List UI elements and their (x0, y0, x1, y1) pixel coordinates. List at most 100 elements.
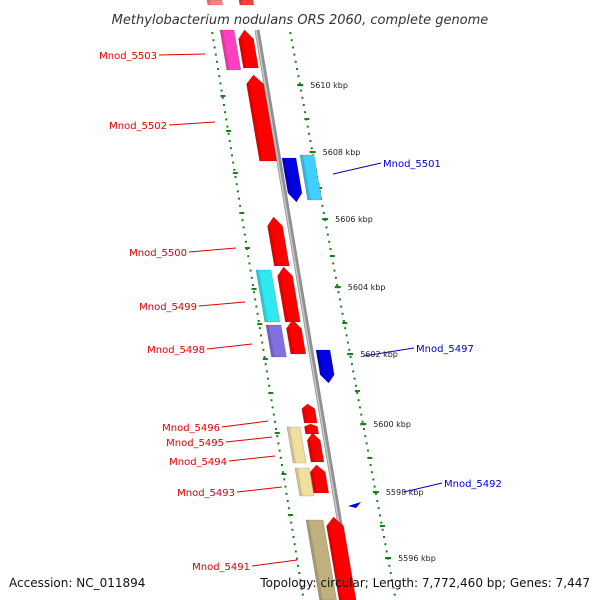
guide-dot (219, 82, 222, 85)
guide-dot (357, 399, 360, 402)
gene-red-shade (310, 472, 317, 493)
scale-tick-label: 5608 kbp (323, 148, 361, 157)
guide-dot (262, 348, 265, 351)
guide-dot (266, 377, 269, 380)
guide-dot (346, 341, 349, 344)
guide-dot (232, 161, 235, 164)
guide-dot (213, 46, 216, 49)
guide-dot (341, 312, 344, 315)
backbone-highlight (255, 29, 353, 600)
guide-dot (362, 428, 365, 430)
guide-dot (325, 226, 328, 229)
gene-label-forward: Mnod_5491 (192, 562, 250, 573)
guide-dot (349, 356, 352, 358)
guide-dot (286, 500, 289, 502)
guide-dot (220, 89, 223, 92)
gene-red (301, 403, 318, 424)
gene-cyan-shade (256, 270, 268, 322)
guide-dot (261, 341, 264, 344)
gene-red (286, 319, 307, 355)
guide-dot (235, 183, 238, 186)
map-title: Methylobacterium nodulans ORS 2060, comp… (112, 13, 489, 28)
guide-dot (242, 226, 245, 229)
guide-dot (277, 442, 280, 445)
guide-dot (280, 464, 283, 466)
guide-dot (244, 240, 247, 243)
scale-tick (322, 218, 329, 221)
gene-pale-shade (295, 468, 303, 496)
guide-dot (278, 449, 281, 452)
guide-dot (392, 586, 395, 589)
guide-dot (250, 276, 253, 279)
gene-blue (281, 157, 303, 203)
gene-red-shade (246, 84, 263, 161)
guide-dot (373, 485, 376, 488)
minor-tick (244, 247, 250, 249)
guide-dot (227, 132, 230, 135)
guide-dot (393, 593, 396, 596)
guide-dot (285, 492, 288, 495)
guide-dot (226, 125, 229, 128)
minor-tick (268, 392, 274, 394)
gene-label-reverse: Mnod_5501 (383, 159, 441, 170)
guide-dot (257, 320, 260, 322)
minor-tick (226, 130, 232, 132)
gene-red-shade (326, 526, 343, 600)
gene-label-forward: Mnod_5503 (99, 51, 157, 62)
guide-dot (289, 32, 292, 34)
guide-dot (328, 240, 331, 243)
guide-dot (271, 406, 274, 409)
minor-tick (317, 187, 323, 189)
guide-dot (231, 154, 234, 157)
guide-dot (334, 276, 337, 279)
gene-red (326, 516, 357, 600)
gene-blue-shade (316, 350, 324, 375)
minor-tick (367, 457, 373, 459)
guide-dot (297, 75, 300, 78)
guide-dot (356, 392, 359, 394)
guide-dot (243, 233, 246, 236)
leader-line (251, 559, 298, 567)
guide-dot (251, 284, 254, 286)
scale-tick (360, 423, 367, 426)
gene-red (304, 423, 320, 435)
guide-dot (326, 233, 329, 236)
guide-dot (239, 204, 242, 207)
guide-dot (358, 406, 361, 409)
gene-label-forward: Mnod_5498 (147, 345, 205, 356)
gene-red-shade (238, 39, 247, 68)
guide-dot (337, 291, 340, 294)
gene-red (238, 29, 259, 69)
guide-dot (308, 132, 311, 135)
guide-dot (291, 528, 294, 531)
guide-dot (329, 248, 332, 250)
guide-dot (238, 197, 241, 200)
guide-dot (300, 586, 303, 589)
guide-dot (236, 190, 239, 193)
guide-dot (254, 298, 257, 301)
gene-label-forward: Mnod_5499 (139, 302, 197, 313)
gene-red (309, 464, 330, 494)
gene-features (206, 0, 361, 600)
leader-line (403, 482, 443, 493)
guide-dot (292, 46, 295, 49)
guide-dot (383, 536, 386, 538)
guide-dot (222, 104, 225, 106)
guide-dot (290, 39, 293, 42)
minor-tick (379, 525, 385, 527)
guide-dot (322, 212, 325, 214)
gene-red (246, 74, 277, 162)
gene-label-forward: Mnod_5495 (166, 438, 224, 449)
leader-line (332, 162, 382, 175)
guide-dot (279, 456, 282, 459)
guide-dot (290, 521, 293, 524)
scale-tick-label: 5610 kbp (310, 81, 348, 90)
gene-red-shade (301, 408, 308, 423)
gene-red-shade (307, 440, 314, 462)
guide-dot (342, 320, 345, 322)
scale-tick (297, 84, 304, 87)
guide-dot (384, 543, 387, 546)
gene-olive-shade (306, 520, 323, 600)
guide-dot (360, 413, 363, 416)
gene-purple (265, 324, 287, 358)
